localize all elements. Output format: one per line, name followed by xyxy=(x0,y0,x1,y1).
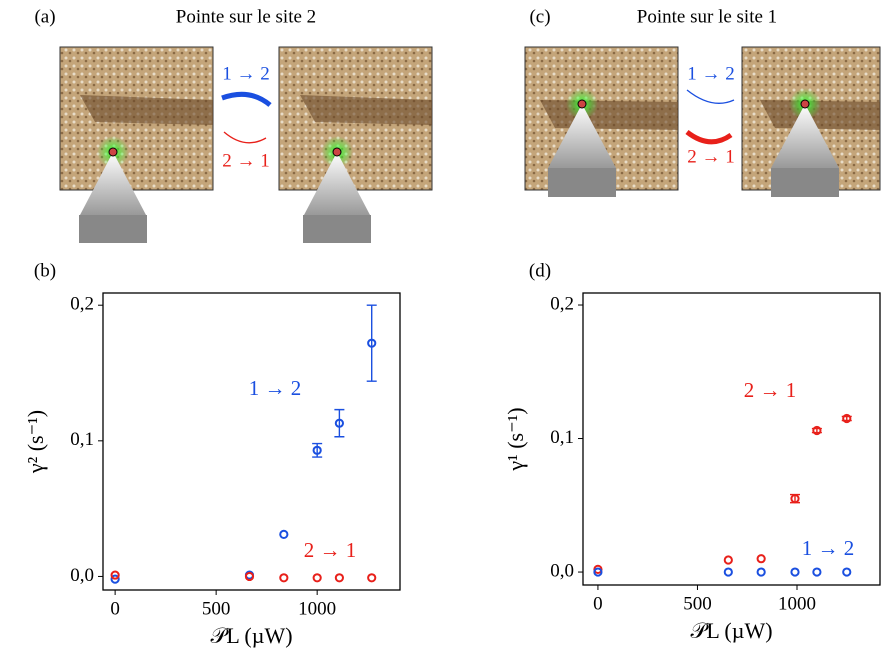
y-tick-label: 0,2 xyxy=(70,294,94,315)
error-bar xyxy=(334,408,345,438)
feature xyxy=(80,95,213,125)
point xyxy=(312,445,322,455)
forward-label: 1 → 2 xyxy=(222,63,270,84)
backward-label: 2 → 1 xyxy=(687,146,735,167)
x-axis-label: 𝒫L (µW) xyxy=(210,623,292,648)
series-label: 2 → 1 xyxy=(744,378,797,402)
point xyxy=(756,554,766,564)
tip-base xyxy=(79,215,147,243)
y-axis-label: γ¹ (s⁻¹) xyxy=(503,407,528,471)
point xyxy=(334,573,344,583)
chart: (d) 0 500 1000 0,0 0,1 0,2 𝒫L (µW) γ¹ (s⁻¹) 2 → 1… xyxy=(503,260,881,643)
forward-label: 1 → 2 xyxy=(687,63,735,84)
y-axis-label: γ² (s⁻¹) xyxy=(23,410,48,474)
backward-label: 2 → 1 xyxy=(222,150,270,171)
point xyxy=(812,425,822,436)
panel-title: Pointe sur le site 2 xyxy=(176,6,316,27)
point xyxy=(812,567,822,577)
point xyxy=(279,529,289,539)
error-bar xyxy=(366,304,377,382)
series-label: 1 → 2 xyxy=(802,536,855,560)
y-tick-label: 0,0 xyxy=(550,560,574,581)
point xyxy=(593,567,603,577)
tip-base xyxy=(303,215,371,243)
point xyxy=(312,573,322,583)
point xyxy=(367,573,377,583)
x-tick-label: 1000 xyxy=(778,593,816,614)
point xyxy=(790,567,800,577)
y-tick-label: 0,1 xyxy=(550,427,574,448)
point xyxy=(110,570,120,580)
point xyxy=(756,567,766,577)
point xyxy=(790,494,800,504)
panel-label: (a) xyxy=(34,6,55,27)
point xyxy=(279,573,289,583)
tip xyxy=(304,152,370,215)
point xyxy=(723,567,733,577)
x-tick-label: 0 xyxy=(110,598,120,619)
tip-base xyxy=(771,168,839,197)
molecule xyxy=(108,147,118,157)
panel-c: (c) Pointe sur le site 1 1 → 2 2 → 1 xyxy=(524,6,881,197)
point xyxy=(723,555,733,565)
arrow xyxy=(221,91,272,107)
molecule xyxy=(332,147,342,157)
point xyxy=(842,413,852,424)
x-axis-label: 𝒫L (µW) xyxy=(690,618,772,643)
panel-label: (c) xyxy=(529,6,550,27)
y-tick-label: 0,1 xyxy=(70,429,94,450)
y-tick-label: 0,2 xyxy=(550,293,574,314)
tip xyxy=(548,104,616,168)
arrow xyxy=(223,131,267,144)
feature xyxy=(300,95,432,125)
feature xyxy=(540,100,678,130)
arrow xyxy=(686,89,735,104)
x-tick-label: 500 xyxy=(202,598,231,619)
point xyxy=(110,574,120,584)
panel-title: Pointe sur le site 1 xyxy=(637,6,777,27)
point xyxy=(334,418,344,428)
x-tick-label: 1000 xyxy=(298,598,336,619)
panel-a: (a) Pointe sur le site 2 1 → 2 2 → 1 xyxy=(34,6,433,243)
panel-label: (d) xyxy=(529,260,551,281)
tip xyxy=(771,104,839,168)
point xyxy=(367,338,377,348)
y-tick-label: 0,0 xyxy=(70,565,94,586)
plot-frame xyxy=(102,292,401,591)
x-tick-label: 500 xyxy=(683,593,712,614)
series-label: 2 → 1 xyxy=(304,538,357,562)
point xyxy=(842,567,852,577)
molecule xyxy=(577,99,587,109)
panel-label: (b) xyxy=(34,260,56,281)
x-tick-label: 0 xyxy=(593,593,603,614)
tip xyxy=(80,152,146,215)
chart: (b) 0 500 1000 0,0 0,1 0,2 𝒫L (µW) γ² (s⁻¹) 1 → 2… xyxy=(23,260,401,648)
point xyxy=(244,571,255,582)
arrow xyxy=(685,129,733,145)
series-label: 1 → 2 xyxy=(249,376,302,400)
tip-base xyxy=(548,168,616,197)
molecule xyxy=(800,99,810,109)
